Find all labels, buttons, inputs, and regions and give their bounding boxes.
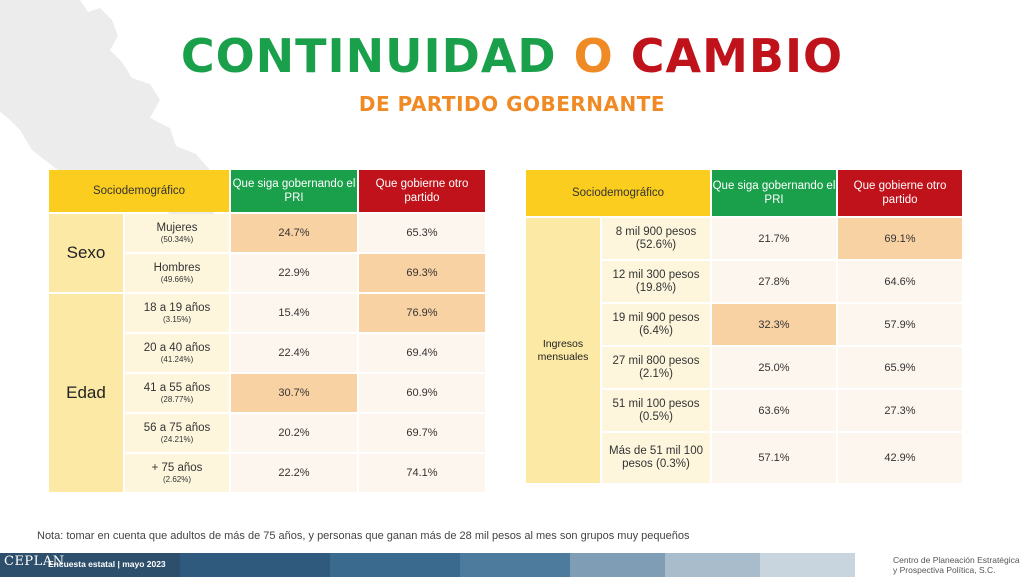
group-label-edad: Edad (49, 294, 123, 492)
value-otro: 69.3% (359, 254, 485, 292)
page-subtitle: DE PARTIDO GOBERNANTE (358, 92, 666, 116)
table-row: Edad 18 a 19 años (3.15%) 15.4% 76.9% (49, 294, 485, 492)
table-row: 19 mil 900 pesos (6.4%) 32.3% 57.9% (526, 304, 962, 345)
org-line-1: Centro de Planeación Estratégica (893, 555, 1020, 565)
footer-segment (0, 553, 180, 577)
value-otro: 69.1% (838, 218, 962, 259)
header-otro-partido: Que gobierne otro partido (359, 170, 485, 212)
table-row: 20 a 40 años (41.24%) 22.4% 69.4% (49, 334, 485, 372)
table-row: Ingresos mensuales 8 mil 900 pesos (52.6… (526, 218, 962, 483)
row-label: 19 mil 900 pesos (6.4%) (602, 304, 710, 345)
table-row: 27 mil 800 pesos (2.1%) 25.0% 65.9% (526, 347, 962, 388)
survey-label: Encuesta estatal | mayo 2023 (48, 559, 166, 569)
value-siga: 32.3% (712, 304, 836, 345)
value-siga: 25.0% (712, 347, 836, 388)
org-line-2: y Prospectiva Política, S.C. (893, 565, 996, 575)
value-otro: 69.7% (359, 414, 485, 452)
row-label: Mujeres (50.34%) (125, 214, 229, 252)
value-siga: 57.1% (712, 433, 836, 483)
row-label: Hombres (49.66%) (125, 254, 229, 292)
value-siga: 30.7% (231, 374, 357, 412)
header-siga-pri: Que siga gobernando el PRI (712, 170, 836, 216)
table-row: 41 a 55 años (28.77%) 30.7% 60.9% (49, 374, 485, 412)
row-label: 56 a 75 años (24.21%) (125, 414, 229, 452)
value-otro: 64.6% (838, 261, 962, 302)
row-label: 27 mil 800 pesos (2.1%) (602, 347, 710, 388)
row-label: 18 a 19 años (3.15%) (125, 294, 229, 332)
row-label: 41 a 55 años (28.77%) (125, 374, 229, 412)
value-otro: 69.4% (359, 334, 485, 372)
value-otro: 65.3% (359, 214, 485, 252)
table-row: Más de 51 mil 100 pesos (0.3%) 57.1% 42.… (526, 433, 962, 483)
value-siga: 63.6% (712, 390, 836, 431)
value-otro: 42.9% (838, 433, 962, 483)
value-siga: 22.4% (231, 334, 357, 372)
value-otro: 76.9% (359, 294, 485, 332)
table-row: Sexo Mujeres (50.34%) 24.7% 65.3% (49, 214, 485, 292)
ceplan-logo: CEPLAN (4, 554, 65, 569)
table-sexo-edad: Sociodemográfico Que siga gobernando el … (47, 168, 487, 494)
value-siga: 15.4% (231, 294, 357, 332)
row-label: 51 mil 100 pesos (0.5%) (602, 390, 710, 431)
table-row: 56 a 75 años (24.21%) 20.2% 69.7% (49, 414, 485, 452)
table-row: 12 mil 300 pesos (19.8%) 27.8% 64.6% (526, 261, 962, 302)
value-otro: 60.9% (359, 374, 485, 412)
table-row: Hombres (49.66%) 22.9% 69.3% (49, 254, 485, 292)
row-label: 20 a 40 años (41.24%) (125, 334, 229, 372)
footer-segment (460, 553, 570, 577)
footer-segment (760, 553, 855, 577)
row-label: Más de 51 mil 100 pesos (0.3%) (602, 433, 710, 483)
value-siga: 27.8% (712, 261, 836, 302)
value-otro: 57.9% (838, 304, 962, 345)
value-otro: 27.3% (838, 390, 962, 431)
title-continuidad: CONTINUIDAD (180, 29, 557, 83)
header-sociodemografico: Sociodemográfico (49, 170, 229, 212)
footer-segment (180, 553, 330, 577)
value-siga: 20.2% (231, 414, 357, 452)
row-label: + 75 años (2.62%) (125, 454, 229, 492)
footer-segment (570, 553, 665, 577)
row-label: 8 mil 900 pesos (52.6%) (602, 218, 710, 259)
footnote: Nota: tomar en cuenta que adultos de más… (37, 530, 690, 542)
value-otro: 74.1% (359, 454, 485, 492)
organization-name: Centro de Planeación Estratégica y Prosp… (893, 555, 1020, 575)
value-siga: 24.7% (231, 214, 357, 252)
footer-segment (665, 553, 760, 577)
value-siga: 21.7% (712, 218, 836, 259)
group-label-sexo: Sexo (49, 214, 123, 292)
header-otro-partido: Que gobierne otro partido (838, 170, 962, 216)
value-siga: 22.9% (231, 254, 357, 292)
row-label: 12 mil 300 pesos (19.8%) (602, 261, 710, 302)
table-row: + 75 años (2.62%) 22.2% 74.1% (49, 454, 485, 492)
footer-bar: CEPLAN Encuesta estatal | mayo 2023 (0, 553, 1024, 577)
footer-segment (330, 553, 460, 577)
value-otro: 65.9% (838, 347, 962, 388)
footer-segment (855, 553, 1024, 577)
title-o: O (573, 29, 614, 83)
header-sociodemografico: Sociodemográfico (526, 170, 710, 216)
value-siga: 22.2% (231, 454, 357, 492)
header-siga-pri: Que siga gobernando el PRI (231, 170, 357, 212)
table-row: 51 mil 100 pesos (0.5%) 63.6% 27.3% (526, 390, 962, 431)
table-ingresos: Sociodemográfico Que siga gobernando el … (524, 168, 964, 485)
title-cambio: CAMBIO (630, 29, 844, 83)
page-title: CONTINUIDAD O CAMBIO (0, 28, 1024, 84)
group-label-ingresos: Ingresos mensuales (526, 218, 600, 483)
